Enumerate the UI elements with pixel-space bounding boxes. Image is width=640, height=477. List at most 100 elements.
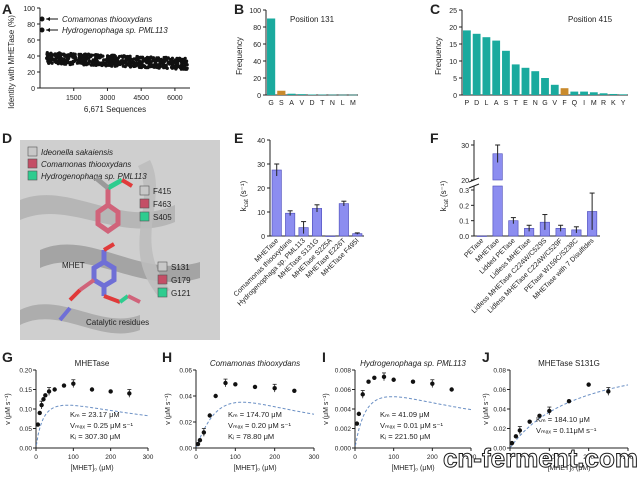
bar [580,91,588,95]
residue-bond [94,176,110,190]
data-point [155,65,159,70]
x-tick-label: A [494,100,499,107]
data-point [101,61,105,65]
y-tick-label: 20 [257,186,265,193]
y-tick-label: 80 [27,22,35,29]
data-point [121,55,125,59]
data-point [272,386,277,391]
y-tick-label: 0.10 [19,407,32,414]
bar [325,235,336,237]
protein-ribbon [20,304,140,334]
data-point [517,428,523,433]
kinetic-parameter: Kᵢ = 307.30 μM [70,432,120,441]
y-tick-label: 0.0 [459,234,469,241]
bar [462,30,471,95]
bar [307,94,317,95]
y-ticks: 0 20 40 60 80 100 [23,6,40,93]
y-tick-label: 0.000 [335,446,352,453]
data-point [49,59,53,63]
data-point [48,52,52,56]
x-tick-label: R [601,100,606,107]
y-tick-label: 0.00 [19,446,32,453]
x-tick-label: A [289,100,294,107]
bar [287,93,296,95]
data-point [171,62,175,66]
data-point [47,61,51,65]
bar [311,208,322,237]
data-point [169,59,173,63]
kinetic-parameter: Kₘ = 23.17 μM [70,410,120,419]
data-point [165,66,169,70]
data-point [131,58,135,62]
data-point [109,57,113,61]
ligand-bond [102,242,116,252]
x-tick-label: P [465,100,470,107]
data-point [252,384,258,390]
panel-letter: A [2,1,12,17]
y-tick-label: 5 [453,76,457,83]
data-point [207,413,212,418]
y-axis-label: kcat (s⁻¹) [239,180,250,211]
data-point [430,381,435,386]
residue-swatch [157,287,168,298]
x-tick-label: 0 [353,454,357,461]
residue-bond [68,288,82,302]
panel-f: F kcat (s⁻¹) 0.0 0.1 0.2 0.3 20 30 PETaseMHET… [430,130,600,315]
data-point [170,64,175,68]
y-tick-label: 0.04 [179,394,192,401]
x-tick-label: 1500 [66,95,82,102]
y-axis-label: Frequency [434,37,443,75]
panel-letter: D [2,130,12,146]
fit-curve [195,401,315,448]
panel-letter: H [162,349,172,365]
legend-label: Comamonas thiooxydans [41,160,131,169]
y-tick-label: 20 [253,76,261,83]
x-tick-label: F [562,100,566,107]
kinetic-parameter: Kₘ = 41.09 μM [380,410,430,419]
bar [338,203,349,237]
bar [550,84,559,95]
data-point [537,413,542,419]
bar [511,64,520,95]
y-tick-label: 20 [449,25,457,32]
panel-letter: J [482,349,490,365]
arrow-head [46,28,50,32]
data-point [168,62,172,66]
data-point [292,388,297,393]
y-ticks: 0 10 20 30 40 [257,138,270,241]
legend-swatch [27,170,38,181]
y-tick-label: 0.15 [19,387,32,394]
bar [476,235,487,237]
data-point [121,64,125,68]
x-tick-label: G [268,100,273,107]
data-point [143,65,147,70]
data-point [513,434,519,439]
y-tick-label: 20 [461,178,469,185]
data-point [108,389,113,394]
chart-title: Comamonas thiooxydans [210,359,300,368]
bar [482,37,491,95]
x-tick-label: 300 [143,454,154,461]
data-point [97,61,101,65]
y-tick-label: 0.20 [19,368,32,375]
y-tick-label: 0.1 [459,219,469,226]
data-point [105,60,109,64]
watermark: cn-ferment.com [443,443,638,473]
residue-bond [106,177,124,191]
data-point [527,419,532,424]
residue-swatch [157,261,168,272]
panel-letter: I [322,349,326,365]
bars [462,30,628,95]
data-point [213,393,218,399]
kinetic-parameter: Kₘ = 184.10 μM [536,415,590,424]
data-point [53,60,57,64]
residue-bond [58,306,72,322]
residue-swatch [139,211,150,222]
data-point [154,62,158,66]
data-point [566,399,572,404]
data-point [233,382,238,387]
data-point [182,58,186,62]
